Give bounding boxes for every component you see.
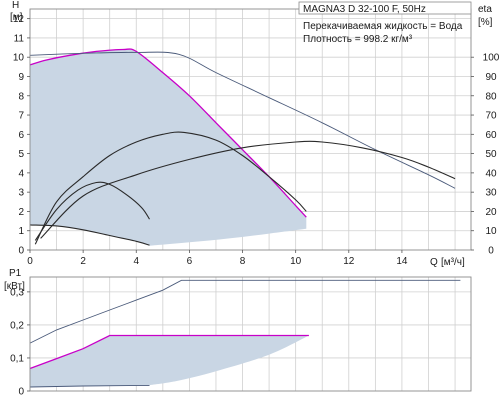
liquid-info: Перекачиваемая жидкость = Вода xyxy=(303,21,463,32)
bottom-plot-frame xyxy=(29,276,472,392)
y2-tick-label: 30 xyxy=(485,188,497,199)
y2-tick-label: 90 xyxy=(485,72,497,83)
info-box-border xyxy=(298,1,472,15)
x-tick-label: 10 xyxy=(290,256,302,267)
p1-tick-label: 0 xyxy=(18,387,24,398)
y-tick-label: 4 xyxy=(18,168,24,179)
y2-axis-label-eta: eta xyxy=(478,4,492,15)
bottom-curve-max-power xyxy=(29,279,461,344)
y2-tick-label: 80 xyxy=(485,91,497,102)
top-curve-min-head xyxy=(29,224,150,246)
bottom-operating-area xyxy=(30,335,309,387)
y2-tick-label: 10 xyxy=(485,226,497,237)
x-axis-unit-Q: [м³/ч] xyxy=(441,257,465,268)
y-axis-label-H: H xyxy=(12,0,19,11)
y-tick-label: 2 xyxy=(18,207,24,218)
y-tick-label: 11 xyxy=(14,33,25,44)
y-tick-label: 7 xyxy=(18,111,24,122)
y2-tick-label: 70 xyxy=(485,111,497,122)
top-operating-area xyxy=(30,49,307,251)
x-tick-label: 6 xyxy=(187,256,193,267)
bottom-curve-min-power xyxy=(29,384,150,388)
y-tick-label: 8 xyxy=(18,91,24,102)
top-operating-area-fill xyxy=(30,49,307,251)
x-tick-label: 2 xyxy=(80,256,86,267)
top-curve-efficiency-1 xyxy=(34,131,307,245)
y2-tick-label: 20 xyxy=(485,207,497,218)
y-tick-label: 9 xyxy=(18,72,24,83)
y-tick-label: 10 xyxy=(13,53,25,64)
top-curve-efficiency-3 xyxy=(40,140,456,239)
pump-model-title: MAGNA3 D 32-100 F, 50Hz xyxy=(303,4,426,15)
top-plot-frame xyxy=(29,8,472,251)
y-axis-unit-H: [м] xyxy=(10,12,23,23)
x-axis-label-Q: Q xyxy=(430,257,438,268)
y2-tick-label: 100 xyxy=(483,53,500,64)
y-tick-label: 0 xyxy=(18,246,24,257)
y-axis-unit-P1: [кВт] xyxy=(4,281,25,292)
y2-tick-label: 40 xyxy=(485,168,497,179)
y-tick-label: 6 xyxy=(18,130,24,141)
bottom-operating-area-fill xyxy=(30,335,309,387)
p1-tick-label: 0,1 xyxy=(10,353,24,364)
p1-tick-label: 0,2 xyxy=(10,320,24,331)
y-tick-label: 1 xyxy=(18,226,24,237)
top-curve-efficiency-2 xyxy=(34,181,150,241)
y-tick-label: 12 xyxy=(13,14,25,25)
y2-tick-label: 50 xyxy=(485,149,497,160)
y-tick-label: 5 xyxy=(18,149,24,160)
bottom-ticks: 0 0,1 0,2 0,3 xyxy=(10,287,30,398)
x-tick-label: 4 xyxy=(133,256,139,267)
x-tick-label: 8 xyxy=(240,256,246,267)
y2-tick-label: 60 xyxy=(485,130,497,141)
p1-tick-label: 0,3 xyxy=(10,287,24,298)
bottom-curves xyxy=(29,279,461,388)
bottom-curve-magenta-power xyxy=(29,334,309,370)
y-tick-label: 3 xyxy=(18,188,24,199)
density-info: Плотность = 998.2 кг/м³ xyxy=(303,34,413,45)
top-curves xyxy=(29,48,456,246)
y2-axis-unit-eta: [%] xyxy=(478,17,493,28)
top-curve-max-speed-head xyxy=(29,51,456,189)
x-tick-label: 0 xyxy=(27,256,33,267)
x-tick-label: 14 xyxy=(396,256,408,267)
y2-tick-label: 0 xyxy=(488,246,494,257)
x-tick-label: 12 xyxy=(343,256,355,267)
y-axis-label-P1: P1 xyxy=(9,268,22,279)
